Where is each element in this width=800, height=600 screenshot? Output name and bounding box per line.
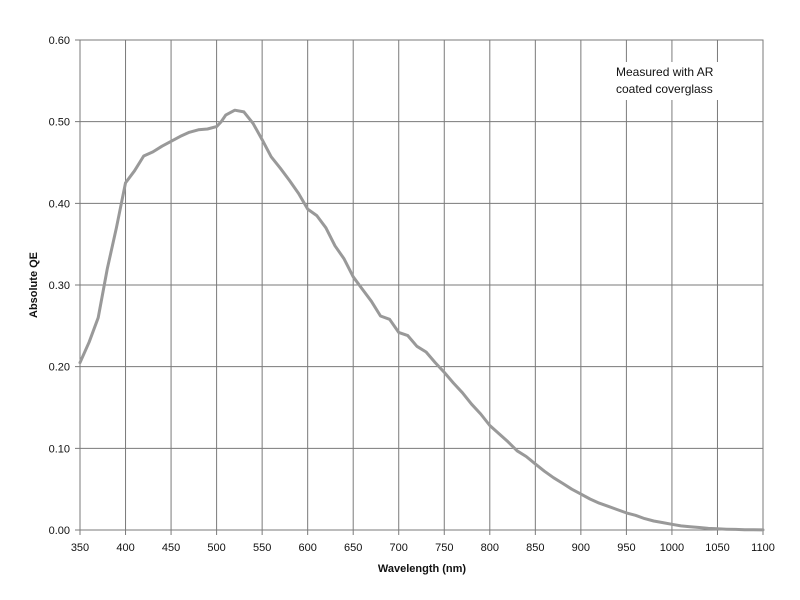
- y-tick-label: 0.40: [49, 198, 70, 210]
- x-tick-label: 550: [253, 542, 271, 554]
- chart-grid: [75, 39, 764, 535]
- x-tick-label: 350: [71, 542, 89, 554]
- y-tick-label: 0.30: [49, 280, 70, 292]
- y-tick-label: 0.00: [49, 525, 70, 537]
- annotation-box: Measured with AR coated coverglass: [609, 62, 729, 100]
- x-tick-label: 950: [617, 542, 635, 554]
- tick-labels: 350 400 450 500 550 600 650 700 750 800 850 900 950 1…: [49, 35, 775, 554]
- y-tick-label: 0.50: [49, 117, 70, 129]
- x-tick-label: 1100: [751, 542, 775, 554]
- plot-area-frame: [79, 39, 764, 531]
- y-axis-title: Absolute QE: [28, 252, 40, 318]
- x-tick-label: 700: [390, 542, 408, 554]
- x-tick-label: 800: [481, 542, 499, 554]
- x-tick-label: 400: [116, 542, 134, 554]
- annotation-line-1: Measured with AR: [616, 65, 714, 79]
- qe-series-line: [78, 108, 765, 532]
- y-tick-label: 0.20: [49, 362, 70, 374]
- x-tick-label: 850: [526, 542, 544, 554]
- x-tick-label: 750: [435, 542, 453, 554]
- annotation-background: [609, 62, 729, 100]
- x-tick-label: 900: [572, 542, 590, 554]
- x-tick-label: 1000: [660, 542, 684, 554]
- y-tick-label: 0.60: [49, 35, 70, 47]
- annotation-line-2: coated coverglass: [616, 82, 713, 96]
- x-tick-label: 650: [344, 542, 362, 554]
- x-tick-label: 1050: [705, 542, 729, 554]
- x-tick-label: 500: [207, 542, 225, 554]
- series-layer: [78, 108, 765, 532]
- x-tick-label: 600: [298, 542, 316, 554]
- x-axis-title: Wavelength (nm): [378, 563, 467, 575]
- x-tick-label: 450: [162, 542, 180, 554]
- y-tick-label: 0.10: [49, 443, 70, 455]
